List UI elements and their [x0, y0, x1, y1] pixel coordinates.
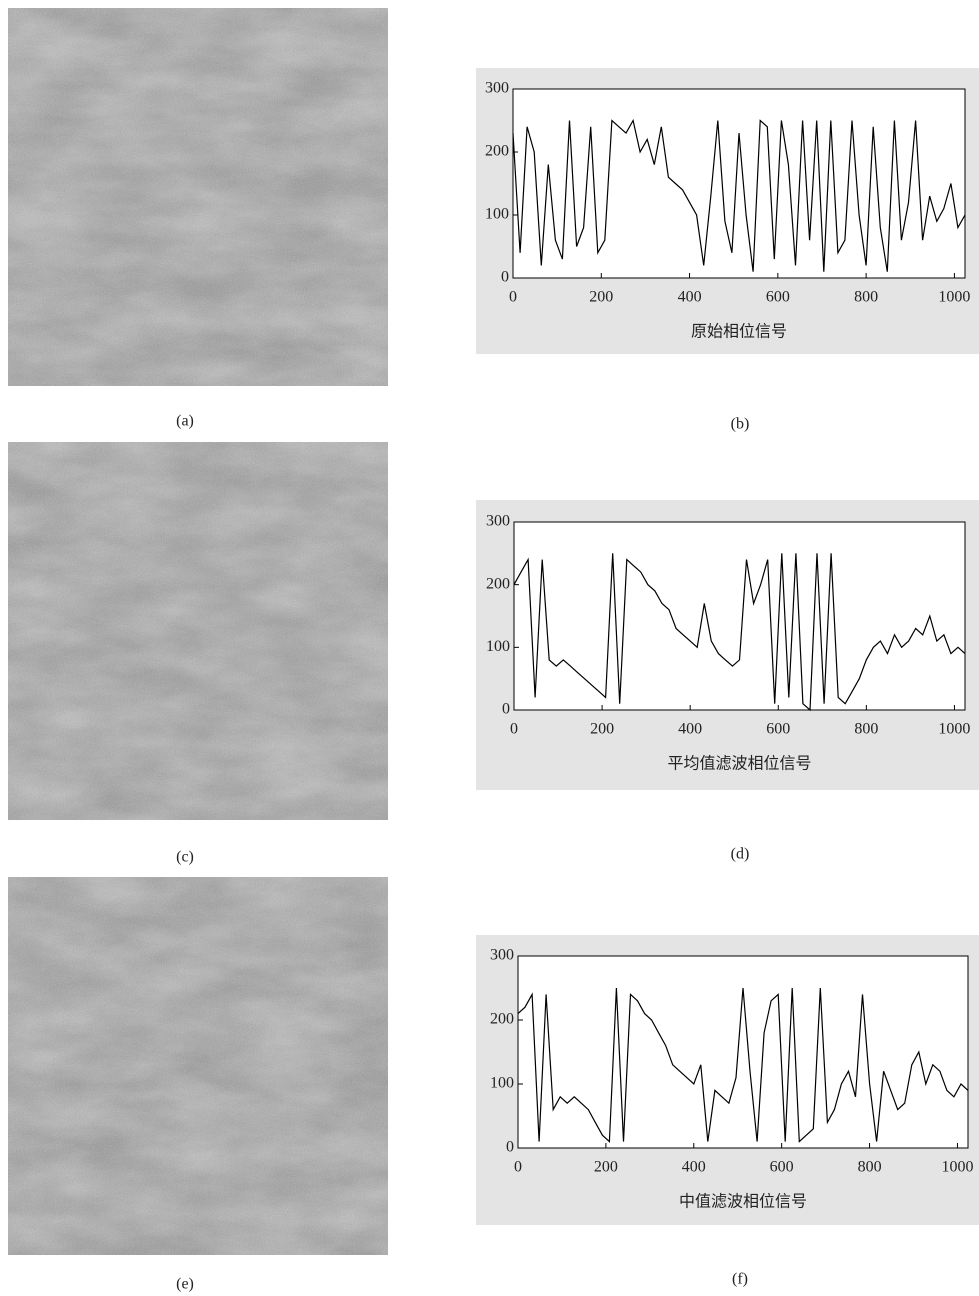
panel-caption: (a) [176, 413, 194, 430]
panel-caption: (d) [731, 846, 750, 863]
plot-frame [513, 521, 966, 711]
y-tick-label: 100 [486, 638, 510, 655]
y-tick-label: 200 [490, 1011, 514, 1028]
x-tick-label: 200 [590, 721, 614, 738]
x-tick-label: 400 [678, 721, 702, 738]
x-tick-label: 200 [594, 1159, 618, 1176]
x-tick-label: 0 [509, 289, 517, 306]
x-tick-label: 200 [589, 289, 613, 306]
x-tick-label: 0 [514, 1159, 522, 1176]
y-tick-label: 300 [490, 947, 514, 964]
x-axis-label: 平均值滤波相位信号 [667, 755, 811, 773]
panel-caption: (b) [731, 416, 750, 433]
y-tick-label: 200 [486, 575, 510, 592]
panel-caption: (c) [176, 849, 194, 866]
y-tick-label: 100 [485, 206, 509, 223]
x-tick-label: 400 [682, 1159, 706, 1176]
x-tick-label: 600 [766, 721, 790, 738]
panel-caption: (f) [732, 1271, 748, 1288]
x-tick-label: 1000 [938, 721, 970, 738]
x-tick-label: 800 [854, 721, 878, 738]
plot-area [518, 956, 968, 1148]
plot-frame [517, 955, 969, 1149]
panel-caption: (e) [176, 1276, 194, 1293]
x-tick-label: 1000 [938, 289, 970, 306]
x-tick-label: 1000 [941, 1159, 973, 1176]
image-noise [8, 8, 388, 386]
x-tick-label: 800 [858, 1159, 882, 1176]
y-tick-label: 0 [501, 269, 509, 286]
y-tick-label: 300 [486, 513, 510, 530]
x-tick-label: 0 [510, 721, 518, 738]
x-axis-label: 原始相位信号 [691, 323, 787, 341]
x-tick-label: 800 [854, 289, 878, 306]
y-tick-label: 0 [502, 701, 510, 718]
x-tick-label: 600 [766, 289, 790, 306]
y-tick-label: 100 [490, 1075, 514, 1092]
signal-line [517, 987, 969, 1143]
plot-frame [512, 88, 966, 279]
y-tick-label: 0 [506, 1139, 514, 1156]
x-tick-label: 400 [678, 289, 702, 306]
plot-area [513, 89, 965, 278]
signal-line [513, 553, 966, 712]
image-noise [8, 877, 388, 1255]
y-tick-label: 200 [485, 143, 509, 160]
y-tick-label: 300 [485, 80, 509, 97]
signal-line [512, 118, 966, 272]
image-noise [8, 442, 388, 820]
x-tick-label: 600 [770, 1159, 794, 1176]
plot-area [514, 522, 965, 710]
x-axis-label: 中值滤波相位信号 [679, 1193, 807, 1211]
